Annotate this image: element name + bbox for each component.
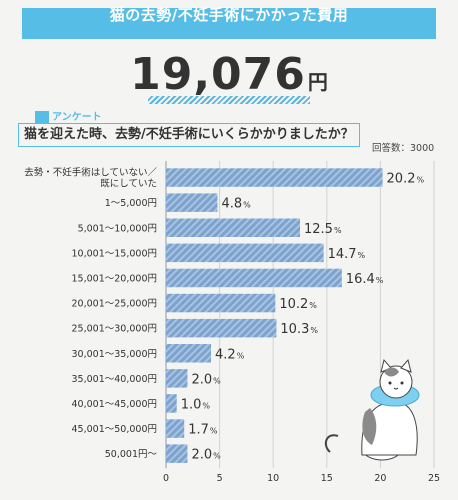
page-title: 猫の去勢/不妊手術にかかった費用 (109, 6, 349, 24)
category-label: 既にしていた (100, 179, 157, 190)
question-box (18, 123, 360, 147)
x-tick-label: 10 (267, 473, 279, 484)
bar (166, 268, 342, 288)
bar (166, 394, 177, 413)
value-unit: % (376, 276, 384, 285)
x-tick-label: 5 (217, 473, 223, 484)
category-label: 45,001〜50,000円 (72, 424, 157, 435)
category-label: 30,001〜35,000円 (72, 349, 157, 360)
value-unit: % (202, 401, 210, 410)
survey-tag: アンケート (52, 112, 102, 123)
value-label: 1.0 (181, 397, 202, 412)
bar (166, 168, 383, 187)
value-label: 16.4 (346, 272, 375, 287)
value-label: 4.2 (215, 347, 236, 362)
average-cost: 19,076 円 (0, 49, 458, 100)
category-label: 40,001〜45,000円 (72, 399, 157, 410)
bar (166, 243, 324, 263)
value-label: 14.7 (328, 247, 357, 262)
cat-illustration (324, 358, 420, 461)
title-banner (22, 8, 436, 39)
value-unit: % (358, 251, 366, 260)
value-label: 12.5 (304, 222, 333, 237)
bar (166, 369, 188, 388)
bar (166, 344, 212, 363)
value-label: 2.0 (191, 372, 212, 387)
bar (166, 293, 276, 313)
value-unit: % (310, 326, 318, 335)
value-unit: % (213, 376, 221, 385)
value-label: 10.2 (279, 297, 308, 312)
value-label: 2.0 (191, 448, 212, 463)
value-label: 1.7 (188, 423, 209, 438)
bar (166, 444, 188, 463)
category-label: 50,001円〜 (105, 449, 158, 460)
value-unit: % (237, 351, 245, 360)
category-label: 5,001〜10,000円 (78, 223, 157, 234)
category-label: 去勢・不妊手術はしていない／ (24, 167, 157, 179)
category-label: 15,001〜20,000円 (72, 273, 157, 284)
value-unit: % (334, 226, 342, 235)
x-tick-label: 20 (374, 473, 386, 484)
respondent-count: 回答数：3000 (372, 143, 435, 154)
value-label: 20.2 (387, 172, 416, 187)
category-label: 25,001〜30,000円 (72, 324, 157, 335)
bar (166, 193, 218, 212)
value-unit: % (210, 427, 218, 436)
bar (166, 218, 300, 237)
value-label: 10.3 (280, 322, 309, 337)
bars (166, 168, 383, 463)
bar (166, 318, 277, 338)
value-unit: % (213, 452, 221, 461)
amount-underline (148, 96, 310, 104)
x-tick-label: 15 (321, 473, 333, 484)
x-tick-label: 0 (163, 473, 169, 484)
average-cost-unit: 円 (307, 70, 328, 94)
labels: 0 5 10 15 20 25 去勢・不妊手術はしていない／既にしていた 20.2 % 1〜5,0… (24, 167, 440, 485)
x-tick-label: 25 (428, 473, 440, 484)
value-unit: % (416, 176, 424, 185)
category-label: 20,001〜25,000円 (72, 299, 157, 310)
bar (166, 419, 185, 438)
survey-flag-icon (35, 111, 49, 123)
value-unit: % (309, 301, 317, 310)
category-label: 1〜5,000円 (105, 198, 157, 209)
value-label: 4.8 (221, 197, 242, 212)
value-unit: % (243, 201, 251, 210)
question-text: 猫を迎えた時、去勢/不妊手術にいくらかかりましたか？ (24, 127, 354, 142)
category-label: 10,001〜15,000円 (72, 248, 157, 259)
average-cost-value: 19,076 (130, 49, 306, 100)
category-label: 35,001〜40,000円 (72, 374, 157, 385)
